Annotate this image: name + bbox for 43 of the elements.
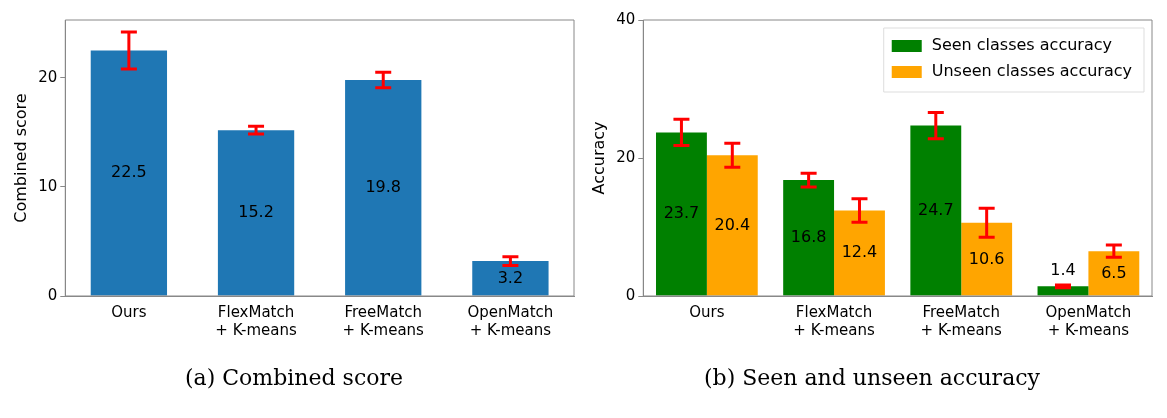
y-tick-label: 0: [625, 285, 636, 304]
data-label: 22.5: [111, 162, 147, 182]
data-label: 19.8: [365, 177, 402, 197]
x-tick-label: Ours: [689, 302, 725, 321]
y-axis-title: Combined score: [10, 93, 30, 223]
data-label: 20.4: [714, 214, 751, 234]
data-label: 15.2: [238, 202, 274, 222]
x-tick-label: OpenMatch + K-means: [467, 302, 554, 339]
y-axis-title: Accuracy: [588, 121, 608, 195]
text: (a) Combined score: [185, 365, 403, 390]
bar: [783, 180, 835, 296]
text: (b) Seen and unseen accuracy: [703, 365, 1040, 390]
x-tick-label: FlexMatch + K-means: [215, 302, 297, 339]
bar: [834, 210, 885, 296]
x-tick-label: FlexMatch + K-means: [793, 302, 875, 339]
bar: [1088, 251, 1140, 296]
x-tick-label: OpenMatch + K-means: [1045, 302, 1132, 339]
bar: [706, 155, 758, 296]
y-tick-label: 40: [616, 9, 636, 28]
data-label: 16.8: [790, 227, 827, 247]
x-tick-label: Ours: [111, 302, 147, 321]
data-label: 10.6: [968, 248, 1005, 268]
legend-label: Unseen classes accuracy: [931, 61, 1133, 81]
data-label: 3.2: [497, 267, 524, 287]
x-tick-label: FreeMatch + K-means: [920, 302, 1003, 339]
data-label: 24.7: [917, 199, 954, 219]
bar: [345, 80, 422, 296]
y-tick-label: 10: [38, 176, 58, 195]
bar: [90, 50, 168, 296]
data-label: 1.4: [1050, 260, 1076, 280]
x-tick-label: FreeMatch + K-means: [342, 302, 425, 339]
bar: [910, 125, 962, 296]
legend-label: Seen classes accuracy: [931, 35, 1112, 55]
y-tick-label: 0: [47, 285, 58, 304]
y-tick-label: 20: [616, 147, 636, 166]
bar: [961, 222, 1013, 296]
bar: [656, 132, 707, 296]
bar: [472, 261, 549, 296]
data-label: 6.5: [1101, 262, 1127, 282]
y-tick-label: 20: [38, 67, 58, 86]
data-label: 12.4: [841, 242, 878, 262]
bar: [217, 130, 295, 296]
data-label: 23.7: [663, 203, 700, 223]
